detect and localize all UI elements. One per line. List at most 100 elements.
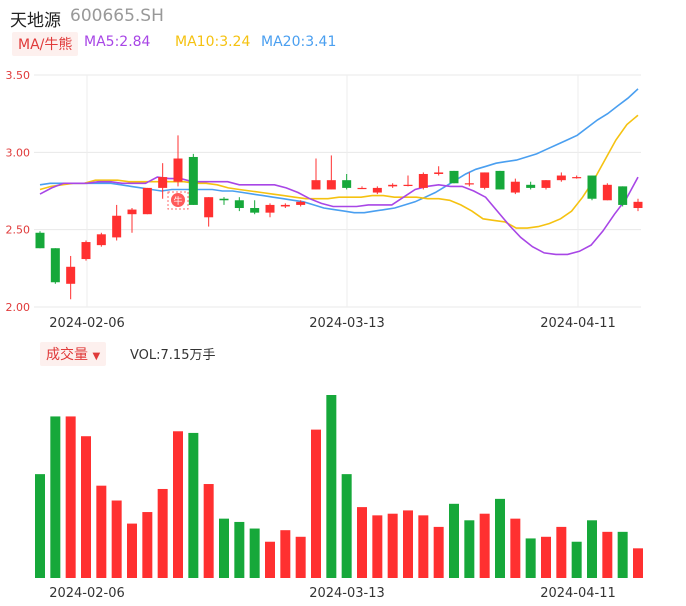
candle <box>388 183 398 188</box>
candle <box>587 175 597 201</box>
candle <box>403 175 413 187</box>
candle <box>296 200 306 207</box>
candle <box>219 197 229 205</box>
x-tick-label: 2024-02-06 <box>49 316 125 331</box>
candle <box>495 170 505 190</box>
volume-bar <box>65 416 76 578</box>
volume-bar <box>464 520 475 578</box>
volume-bar <box>510 518 521 578</box>
stock-code: 600665.SH <box>70 6 164 26</box>
candle <box>326 155 336 190</box>
candle <box>81 240 91 261</box>
volume-bar <box>602 531 613 578</box>
volume-bar <box>387 513 398 578</box>
volume-bar <box>219 518 229 578</box>
candle <box>250 200 260 215</box>
y-tick-label: 3.00 <box>6 146 31 159</box>
candle <box>234 197 244 212</box>
volume-indicator-selector[interactable]: 成交量 ▼ <box>40 342 107 366</box>
volume-bar <box>127 523 137 578</box>
ma20-line <box>39 88 639 214</box>
volume-chart: 2024-02-06 2024-03-13 2024-04-11 <box>35 395 643 601</box>
candle <box>66 255 76 300</box>
candle <box>173 135 183 187</box>
ma5-line <box>39 176 639 256</box>
volume-bar <box>403 510 413 578</box>
y-tick-label: 3.50 <box>6 69 31 82</box>
volume-bar <box>326 395 337 578</box>
candle <box>142 187 152 215</box>
candle <box>50 248 60 284</box>
candle <box>96 232 106 247</box>
volume-bar <box>96 485 107 578</box>
volume-bar <box>633 548 643 578</box>
volume-bar <box>556 526 567 578</box>
stock-name: 天地源 <box>10 11 61 31</box>
candle <box>188 153 198 205</box>
x-tick-label: 2024-02-06 <box>49 586 125 601</box>
volume-bar <box>571 541 582 578</box>
candle <box>342 173 352 190</box>
volume-tag-label: 成交量 <box>46 347 88 363</box>
candle <box>556 172 566 182</box>
y-tick-label: 2.50 <box>6 224 31 237</box>
volume-bar <box>157 488 168 578</box>
candle <box>480 172 490 190</box>
volume-bar <box>295 536 306 578</box>
volume-bar <box>433 526 444 578</box>
candle <box>464 172 474 187</box>
volume-bar <box>541 536 551 578</box>
volume-bar <box>418 515 429 578</box>
volume-bar <box>479 513 490 578</box>
candle <box>541 180 551 190</box>
candle <box>434 166 444 176</box>
volume-bar <box>173 431 183 578</box>
volume-bar <box>234 521 245 578</box>
x-tick-label: 2024-04-11 <box>540 586 616 601</box>
candle <box>510 178 520 195</box>
bull-marker-label: 牛 <box>173 195 182 207</box>
candle <box>357 186 367 190</box>
volume-bar <box>449 503 459 578</box>
candle <box>618 186 628 207</box>
dropdown-arrow-icon: ▼ <box>92 351 101 362</box>
candle <box>449 170 459 184</box>
volume-bar <box>81 436 91 578</box>
x-tick-label: 2024-03-13 <box>309 586 385 601</box>
volume-bar <box>249 528 260 578</box>
volume-value: VOL:7.15万手 <box>130 348 216 363</box>
ma10-line <box>39 114 639 229</box>
volume-bar <box>50 416 61 578</box>
price-chart: 3.50 3.00 2.50 2.00 2024-02-06 2024-03-13 2024… <box>6 69 643 331</box>
candle <box>311 158 321 190</box>
volume-bar <box>111 500 122 578</box>
volume-bar <box>357 507 367 578</box>
volume-bar <box>311 429 321 578</box>
volume-bar <box>587 520 597 578</box>
volume-bar <box>617 531 628 578</box>
x-tick-label: 2024-03-13 <box>309 316 385 331</box>
volume-bar <box>265 541 275 578</box>
candle <box>633 198 643 212</box>
volume-bar <box>341 474 352 578</box>
candle <box>112 204 122 241</box>
volume-bar <box>142 512 153 578</box>
candle <box>280 203 290 209</box>
candle <box>127 208 137 233</box>
volume-bar <box>495 498 505 578</box>
candle <box>418 172 428 190</box>
candle <box>35 231 45 249</box>
ma5-value: MA5:2.84 <box>84 34 151 50</box>
candle <box>265 203 275 218</box>
candle <box>572 175 582 179</box>
candle <box>526 181 536 190</box>
volume-bar <box>188 432 199 578</box>
bull-marker-badge: 牛 <box>167 191 189 210</box>
volume-bar <box>280 530 291 578</box>
ma20-value: MA20:3.41 <box>261 34 337 50</box>
candle <box>204 197 214 227</box>
volume-bar <box>525 538 536 578</box>
candle <box>158 163 168 199</box>
ma-indicator-selector[interactable]: MA/牛熊 <box>12 32 79 56</box>
volume-bar <box>372 515 383 578</box>
